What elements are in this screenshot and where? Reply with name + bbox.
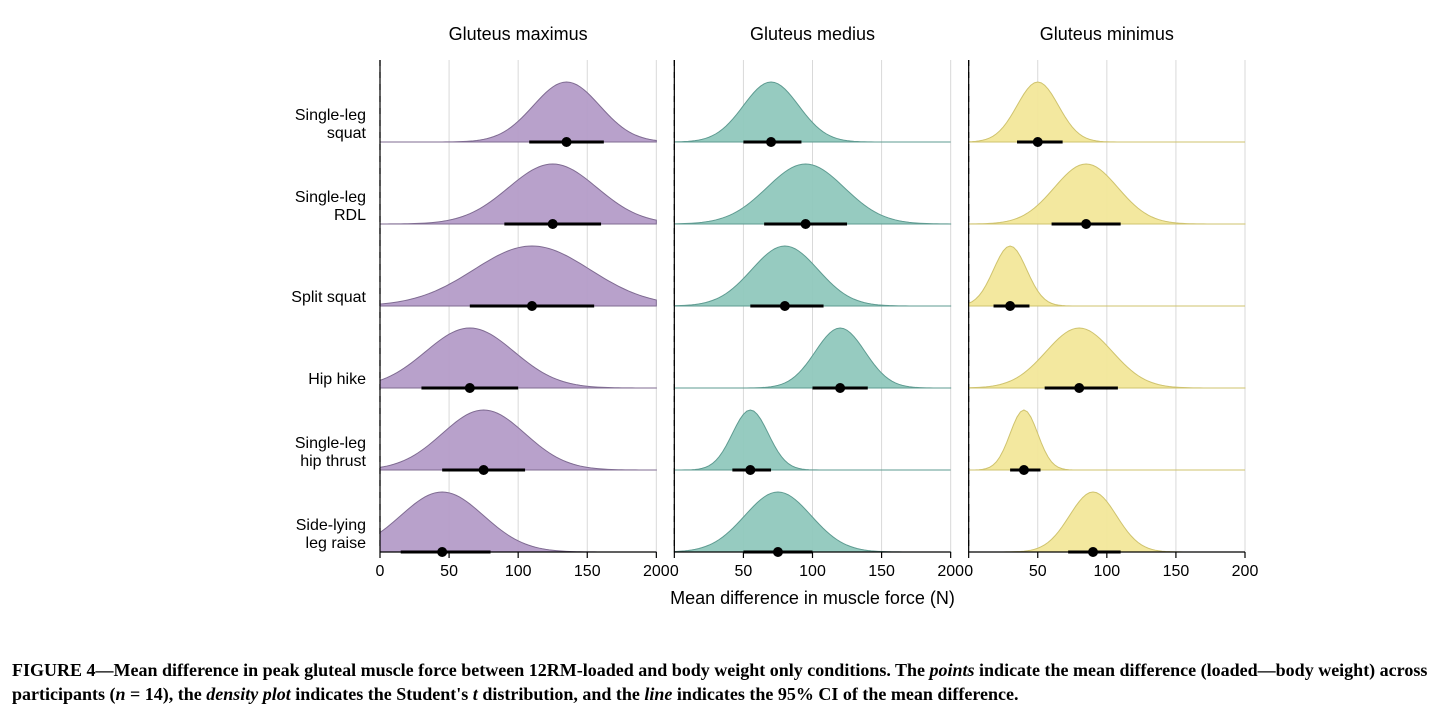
svg-text:200: 200 (937, 563, 964, 580)
svg-text:Single-leg: Single-leg (295, 107, 366, 124)
svg-text:50: 50 (440, 563, 458, 580)
svg-text:Mean difference in muscle forc: Mean difference in muscle force (N) (670, 588, 955, 608)
ridgeline-chart: Gluteus maximus 0 50 100 150 200 Gluteus mediu… (0, 0, 1452, 718)
svg-text:150: 150 (868, 563, 895, 580)
svg-text:100: 100 (799, 563, 826, 580)
svg-text:Hip hike: Hip hike (308, 371, 366, 388)
svg-text:hip thrust: hip thrust (300, 453, 366, 470)
svg-text:Side-lying: Side-lying (296, 517, 366, 534)
svg-text:150: 150 (1163, 563, 1190, 580)
svg-text:Single-leg: Single-leg (295, 189, 366, 206)
caption-prefix: FIGURE 4— (12, 660, 114, 680)
svg-text:Single-leg: Single-leg (295, 435, 366, 452)
svg-text:0: 0 (670, 563, 679, 580)
svg-text:0: 0 (964, 563, 973, 580)
figure-container: Gluteus maximus 0 50 100 150 200 Gluteus mediu… (0, 0, 1452, 718)
svg-text:squat: squat (327, 125, 367, 142)
caption-italic-points: points (930, 660, 975, 680)
svg-text:150: 150 (574, 563, 601, 580)
svg-text:100: 100 (505, 563, 532, 580)
svg-text:Gluteus minimus: Gluteus minimus (1040, 24, 1174, 44)
svg-text:100: 100 (1093, 563, 1120, 580)
figure-caption: FIGURE 4—Mean difference in peak gluteal… (12, 659, 1440, 706)
svg-text:200: 200 (1232, 563, 1259, 580)
caption-text-6: indicates the 95% CI of the mean differe… (672, 684, 1018, 704)
caption-text-3: = 14), the (126, 684, 207, 704)
caption-text-1: Mean difference in peak gluteal muscle f… (114, 660, 930, 680)
caption-italic-line: line (644, 684, 672, 704)
svg-text:50: 50 (1029, 563, 1047, 580)
svg-text:Split squat: Split squat (291, 289, 366, 306)
caption-text-4: indicates the Student's (291, 684, 473, 704)
caption-italic-density: density plot (206, 684, 291, 704)
svg-text:200: 200 (643, 563, 670, 580)
svg-text:Gluteus medius: Gluteus medius (750, 24, 875, 44)
svg-text:0: 0 (376, 563, 385, 580)
svg-text:50: 50 (735, 563, 753, 580)
caption-text-5: distribution, and the (478, 684, 645, 704)
caption-italic-n: n (116, 684, 126, 704)
svg-text:RDL: RDL (334, 207, 366, 224)
svg-text:Gluteus maximus: Gluteus maximus (449, 24, 588, 44)
svg-text:leg raise: leg raise (306, 535, 367, 552)
